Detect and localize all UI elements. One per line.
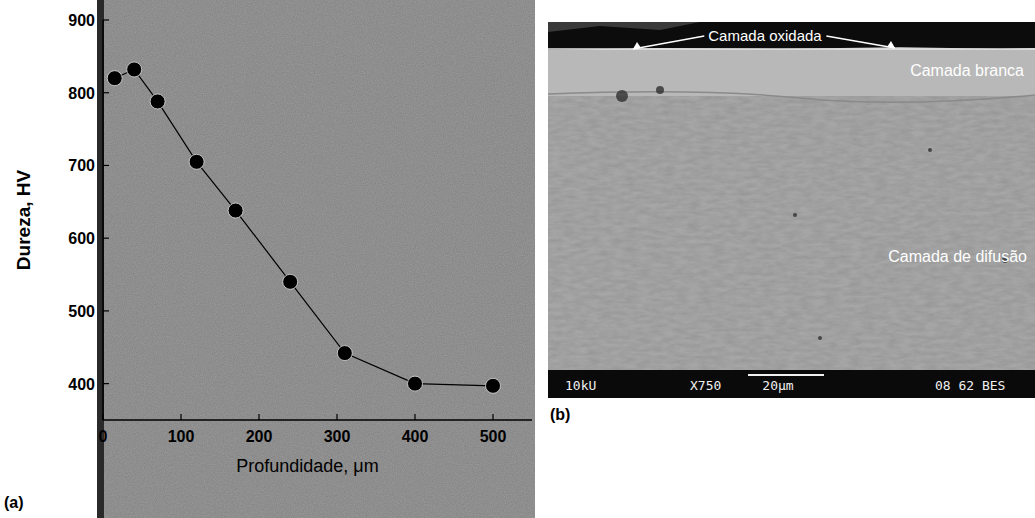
- y-axis-title: Dureza, HV: [13, 170, 34, 271]
- defect: [928, 148, 932, 152]
- layer-label: Camada de difusão: [888, 248, 1027, 265]
- info-text: 08 62 BES: [935, 378, 1005, 393]
- info-text: 20μm: [762, 378, 793, 393]
- y-tick-label: 400: [68, 376, 95, 393]
- data-point: [283, 274, 298, 289]
- x-tick-label: 400: [402, 428, 429, 445]
- data-point: [408, 376, 423, 391]
- x-axis: [103, 419, 532, 421]
- x-tick-label: 100: [168, 428, 195, 445]
- defect: [616, 90, 628, 102]
- mount-texture: [548, 22, 700, 32]
- data-point: [189, 154, 204, 169]
- panel-label: (a): [4, 494, 24, 511]
- plot-background: [97, 0, 535, 518]
- x-tick-label: 300: [324, 428, 351, 445]
- panel-label: (b): [550, 406, 570, 423]
- info-text: X750: [690, 378, 721, 393]
- data-point: [337, 346, 352, 361]
- x-tick: [336, 414, 337, 420]
- y-tick: [103, 165, 109, 166]
- data-point: [150, 94, 165, 109]
- defect: [656, 86, 664, 94]
- x-tick: [102, 414, 103, 420]
- data-line: [115, 69, 493, 385]
- y-tick: [103, 383, 109, 384]
- defect: [793, 213, 797, 217]
- y-tick-label: 500: [68, 303, 95, 320]
- y-tick: [103, 310, 109, 311]
- y-tick: [103, 92, 109, 93]
- white-layer-region: [548, 48, 1035, 96]
- scale-bar: [748, 374, 824, 376]
- diffusion-texture: [548, 92, 1035, 370]
- pointer-line: [633, 36, 704, 49]
- x-tick: [492, 414, 493, 420]
- data-group: [107, 62, 500, 393]
- data-point: [228, 203, 243, 218]
- x-tick-label: 500: [480, 428, 507, 445]
- micrograph: 10kU X750 20μm 08 62 BES Camada oxidada Camad…: [548, 22, 1035, 398]
- y-tick-label: 600: [68, 230, 95, 247]
- pointer-head: [887, 41, 895, 48]
- figure: 0 100 200 300 400 500 400 500 600 700 800 900 Profun…: [0, 0, 1035, 518]
- diffusion-region: [548, 22, 1035, 398]
- data-point: [486, 378, 501, 393]
- data-point: [107, 71, 122, 86]
- y-tick-label: 900: [68, 12, 95, 29]
- x-tick: [414, 414, 415, 420]
- x-axis-title: Profundidade, μm: [236, 456, 378, 476]
- layer-label: Camada oxidada: [708, 27, 822, 44]
- oxide-layer: [548, 48, 1035, 50]
- y-tick-label: 700: [68, 157, 95, 174]
- y-tick: [103, 238, 109, 239]
- x-tick: [180, 414, 181, 420]
- pointer-head: [633, 42, 641, 49]
- pointer-line: [826, 36, 895, 48]
- mount-region: [548, 22, 1035, 50]
- x-tick: [258, 414, 259, 420]
- y-axis: [102, 20, 104, 420]
- info-text: 10kU: [565, 378, 596, 393]
- y-tick: [103, 19, 109, 20]
- layer-label: Camada branca: [910, 62, 1024, 79]
- x-tick-label: 200: [246, 428, 273, 445]
- plot-texture: [97, 0, 535, 518]
- info-bar: [548, 370, 1035, 398]
- y-tick-label: 800: [68, 85, 95, 102]
- x-tick-label: 0: [99, 428, 108, 445]
- defect: [818, 336, 822, 340]
- data-point: [127, 62, 142, 77]
